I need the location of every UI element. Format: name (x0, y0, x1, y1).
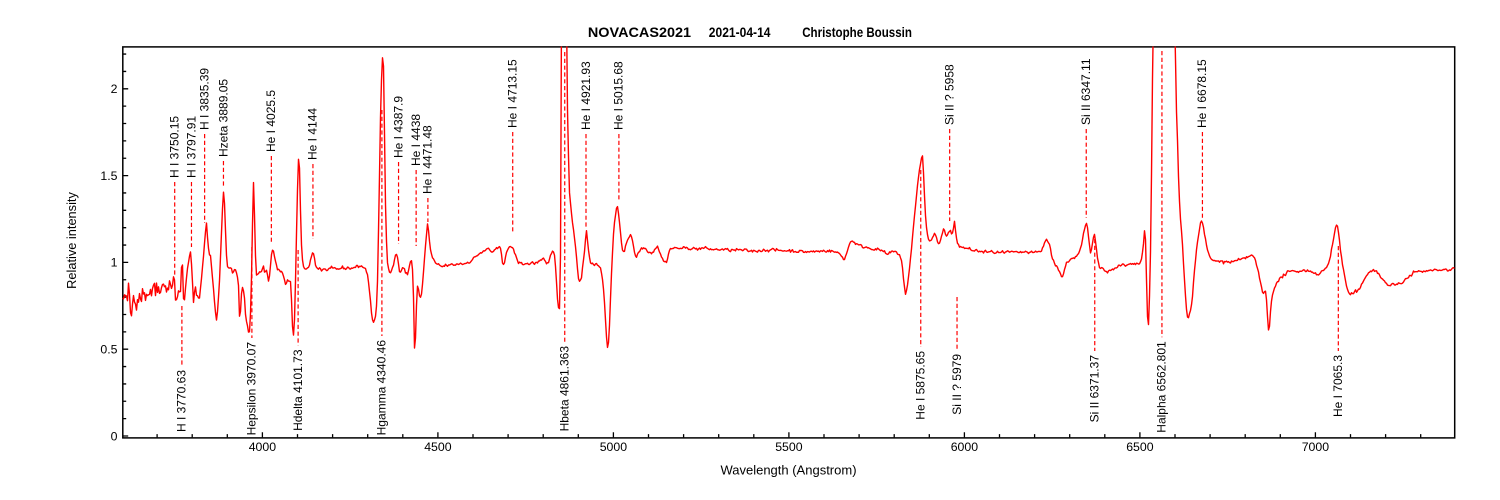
svg-text:Relative intensity: Relative intensity (64, 192, 79, 289)
svg-text:Christophe Boussin: Christophe Boussin (802, 24, 912, 40)
svg-text:7000: 7000 (1302, 440, 1330, 454)
svg-text:Hdelta 4101.73: Hdelta 4101.73 (291, 349, 305, 431)
svg-text:4000: 4000 (249, 440, 277, 454)
svg-text:5500: 5500 (775, 440, 803, 454)
svg-text:He I 4921.93: He I 4921.93 (579, 61, 593, 130)
svg-text:Si II 6347.11: Si II 6347.11 (1079, 58, 1093, 125)
svg-text:H I 3770.63: H I 3770.63 (175, 370, 189, 432)
svg-text:2021-04-14: 2021-04-14 (709, 24, 771, 40)
svg-text:Hzeta 3889.05: Hzeta 3889.05 (216, 79, 230, 157)
svg-text:Wavelength (Angstrom): Wavelength (Angstrom) (720, 463, 856, 478)
svg-text:Hepsilon 3970.07: Hepsilon 3970.07 (245, 342, 259, 436)
svg-text:He I 5875.65: He I 5875.65 (914, 351, 928, 420)
svg-text:Hgamma 4340.46: Hgamma 4340.46 (375, 340, 389, 436)
svg-text:Si II ? 5958: Si II ? 5958 (942, 64, 956, 125)
svg-text:1: 1 (111, 256, 118, 270)
svg-text:He I 6678.15: He I 6678.15 (1195, 59, 1209, 128)
svg-text:0.5: 0.5 (100, 343, 117, 357)
svg-text:NOVACAS2021: NOVACAS2021 (588, 24, 691, 40)
svg-text:H I 3797.91: H I 3797.91 (184, 116, 198, 178)
svg-text:He I 4025.5: He I 4025.5 (264, 90, 278, 152)
svg-text:6000: 6000 (951, 440, 979, 454)
svg-text:He I 4438: He I 4438 (409, 114, 423, 166)
svg-text:4500: 4500 (424, 440, 452, 454)
svg-text:0: 0 (111, 429, 118, 443)
svg-text:Hbeta 4861.363: Hbeta 4861.363 (558, 346, 572, 432)
svg-text:He I 7065.3: He I 7065.3 (1331, 355, 1345, 417)
svg-text:5000: 5000 (600, 440, 628, 454)
svg-text:Halpha 6562.801: Halpha 6562.801 (1155, 341, 1169, 433)
svg-text:He I 4144: He I 4144 (306, 108, 320, 160)
svg-text:6500: 6500 (1126, 440, 1154, 454)
svg-text:H I 3835.39: H I 3835.39 (197, 68, 211, 130)
svg-text:Si II ? 5979: Si II ? 5979 (950, 354, 964, 415)
svg-text:1.5: 1.5 (100, 169, 117, 183)
svg-text:Si II 6371.37: Si II 6371.37 (1088, 355, 1102, 423)
svg-text:2: 2 (111, 82, 118, 96)
svg-text:He I 4471.48: He I 4471.48 (421, 125, 435, 194)
svg-text:H I 3750.15: H I 3750.15 (168, 116, 182, 178)
svg-text:He I 4387.9: He I 4387.9 (391, 96, 405, 158)
svg-text:He I 5015.68: He I 5015.68 (612, 61, 626, 130)
svg-text:He I 4713.15: He I 4713.15 (506, 59, 520, 128)
